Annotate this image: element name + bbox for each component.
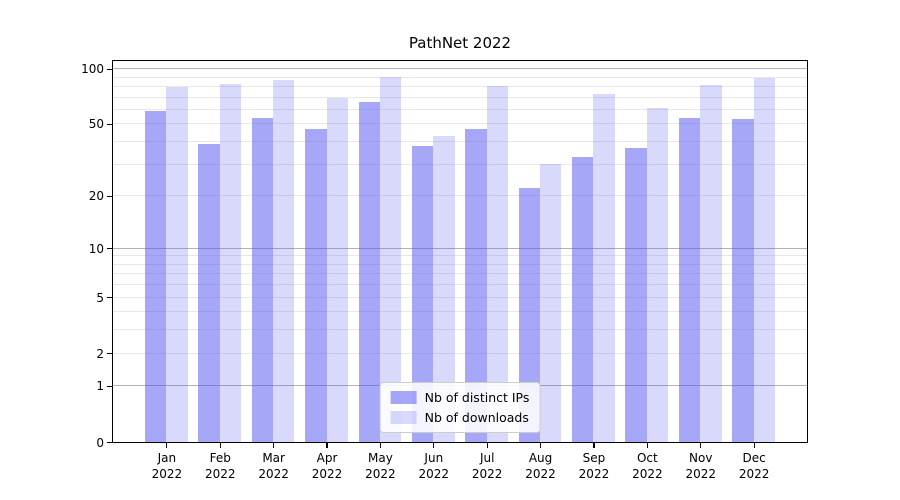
x-tick-label-jun: Jun 2022	[418, 451, 450, 481]
bar-distinct-ips-aug	[518, 188, 541, 442]
gridline-9	[113, 255, 807, 257]
gridline-7	[113, 273, 807, 275]
x-tick-mark-nov	[700, 443, 702, 448]
gridline-40	[113, 141, 807, 143]
y-tick-label-50: 50	[88, 117, 104, 132]
bar-downloads-apr	[326, 98, 348, 442]
gridline-60	[113, 108, 807, 110]
y-tick-label-20: 20	[88, 189, 104, 204]
x-tick-mark-sep	[593, 443, 595, 448]
bar-distinct-ips-may	[358, 101, 380, 442]
gridline-6	[113, 284, 807, 286]
bar-downloads-aug	[540, 164, 562, 442]
x-tick-mark-jun	[433, 443, 435, 448]
x-tick-label-jan: Jan 2022	[151, 451, 183, 481]
x-tick-label-jul: Jul 2022	[471, 451, 503, 481]
x-tick-mark-dec	[753, 443, 755, 448]
legend: Nb of distinct IPs Nb of downloads	[379, 382, 541, 433]
gridline-3	[113, 329, 807, 331]
bar-downloads-oct	[646, 108, 669, 442]
gridline-90	[113, 76, 807, 78]
bar-downloads-feb	[219, 83, 242, 442]
x-tick-mark-jan	[166, 443, 168, 448]
x-tick-mark-aug	[539, 443, 542, 448]
x-tick-mark-feb	[219, 443, 221, 448]
gridline-5	[113, 296, 807, 298]
x-tick-mark-jul	[486, 443, 488, 448]
plot-area: Nb of distinct IPs Nb of downloads	[112, 60, 808, 443]
legend-label-downloads: Nb of downloads	[424, 410, 529, 425]
y-tick-mark-20	[107, 195, 112, 197]
bar-downloads-dec	[753, 77, 775, 442]
gridline-8	[113, 263, 807, 265]
bar-distinct-ips-jan	[145, 110, 167, 442]
gridline-50	[113, 123, 807, 125]
bar-downloads-nov	[700, 84, 722, 442]
gridline-30	[113, 163, 807, 165]
x-tick-mark-oct	[646, 443, 648, 448]
y-tick-mark-100	[107, 68, 112, 70]
bar-distinct-ips-oct	[625, 147, 647, 442]
x-tick-label-sep: Sep 2022	[578, 451, 610, 481]
x-tick-mark-apr	[326, 443, 328, 448]
bar-downloads-jan	[166, 86, 188, 442]
x-tick-label-feb: Feb 2022	[204, 451, 236, 481]
y-tick-label-100: 100	[81, 62, 104, 77]
bar-distinct-ips-jul	[465, 128, 487, 442]
x-tick-label-mar: Mar 2022	[258, 451, 289, 481]
gridline-80	[113, 85, 807, 87]
bar-downloads-may	[379, 77, 402, 442]
bar-distinct-ips-feb	[198, 143, 220, 442]
bar-distinct-ips-mar	[251, 117, 274, 442]
bar-distinct-ips-apr	[305, 128, 327, 442]
y-tick-label-10: 10	[88, 241, 104, 256]
chart-title: PathNet 2022	[408, 34, 512, 52]
bar-downloads-jun	[433, 135, 455, 442]
x-tick-label-nov: Nov 2022	[685, 451, 716, 481]
legend-item-downloads: Nb of downloads	[390, 410, 530, 425]
legend-swatch-downloads	[390, 411, 417, 424]
x-tick-label-dec: Dec 2022	[738, 451, 770, 481]
bar-distinct-ips-nov	[678, 117, 701, 442]
y-tick-mark-0	[107, 441, 112, 444]
gridline-100	[113, 68, 807, 70]
legend-item-distinct-ips: Nb of distinct IPs	[390, 390, 530, 405]
legend-label-distinct-ips: Nb of distinct IPs	[424, 390, 530, 405]
x-tick-mark-may	[379, 443, 381, 448]
gridline-20	[113, 195, 807, 197]
x-tick-label-aug: Aug 2022	[525, 451, 556, 481]
bar-distinct-ips-sep	[572, 156, 594, 442]
y-tick-mark-5	[107, 296, 112, 299]
bar-distinct-ips-dec	[732, 119, 754, 442]
gridline-4	[113, 311, 807, 313]
y-tick-mark-50	[107, 123, 112, 125]
y-tick-mark-1	[107, 385, 112, 387]
x-tick-label-may: May 2022	[365, 451, 396, 481]
legend-swatch-distinct-ips	[390, 391, 417, 404]
y-tick-mark-2	[107, 353, 112, 355]
bar-downloads-mar	[273, 79, 295, 442]
gridline-10	[113, 247, 807, 249]
y-tick-label-5: 5	[96, 290, 104, 305]
y-tick-label-2: 2	[96, 346, 104, 361]
y-tick-mark-10	[107, 247, 112, 250]
x-tick-label-apr: Apr 2022	[311, 451, 343, 481]
y-tick-label-0: 0	[96, 435, 104, 450]
x-tick-label-oct: Oct 2022	[632, 451, 663, 481]
bar-downloads-jul	[486, 85, 509, 442]
bar-downloads-sep	[593, 93, 615, 442]
x-tick-mark-mar	[273, 443, 275, 448]
gridline-2	[113, 352, 807, 354]
gridline-70	[113, 96, 807, 98]
y-tick-label-1: 1	[96, 379, 104, 394]
bar-distinct-ips-jun	[411, 145, 434, 442]
